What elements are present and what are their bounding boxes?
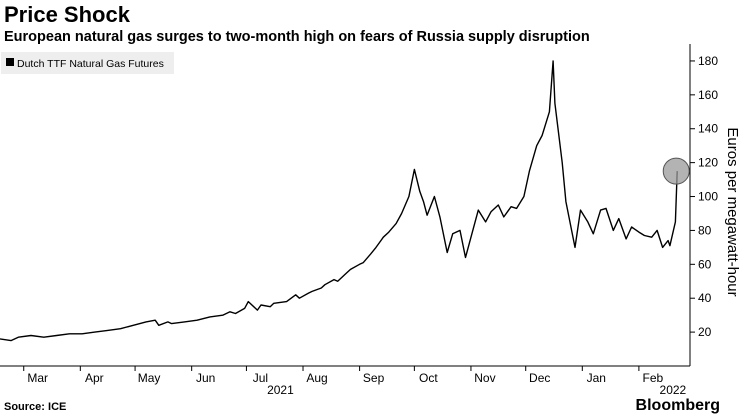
chart-title: Price Shock: [4, 2, 130, 27]
marks: [662, 157, 690, 185]
y-tick-label: 120: [698, 156, 718, 170]
y-tick-label: 100: [698, 190, 718, 204]
x-tick-label: Jul: [253, 371, 268, 385]
x-tick-label: Sep: [363, 371, 385, 385]
chart-subtitle: European natural gas surges to two-month…: [4, 29, 590, 45]
y-tick-label: 20: [698, 325, 712, 339]
legend-label: Dutch TTF Natural Gas Futures: [17, 58, 164, 70]
y-tick-label: 140: [698, 122, 718, 136]
series-line-ttf: [0, 60, 678, 342]
x-tick-label: Oct: [419, 371, 438, 385]
series: [0, 60, 678, 342]
y-tick-label: 180: [698, 54, 718, 68]
x-tick-label: Aug: [306, 371, 327, 385]
x-tick-label: Mar: [27, 371, 48, 385]
x-tick-label: Jan: [587, 371, 606, 385]
x-tick-label: Jun: [196, 371, 215, 385]
y-tick-label: 40: [698, 291, 712, 305]
x-tick-label: Apr: [85, 371, 104, 385]
y-tick-label: 160: [698, 88, 718, 102]
source-note: Source: ICE: [4, 401, 67, 413]
legend-background: [1, 52, 174, 74]
x-tick-label: Nov: [474, 371, 495, 385]
bloomberg-logo: Bloomberg: [635, 397, 720, 414]
x-tick-label: May: [138, 371, 161, 385]
x-year-label: 2022: [660, 383, 687, 397]
y-tick-label: 80: [698, 223, 712, 237]
axes: 20 40 60 80 100 120 140 160 180 Mar Apr May Jun Jul Au…: [0, 44, 718, 397]
legend-swatch: [6, 58, 14, 66]
y-tick-label: 60: [698, 257, 712, 271]
y-axis-label: Euros per megawatt-hour: [724, 127, 740, 296]
highlight-circle: [662, 157, 690, 185]
x-year-label: 2021: [267, 383, 294, 397]
legend: Dutch TTF Natural Gas Futures: [1, 52, 174, 74]
x-tick-label: Dec: [529, 371, 550, 385]
x-tick-label: Feb: [643, 371, 664, 385]
